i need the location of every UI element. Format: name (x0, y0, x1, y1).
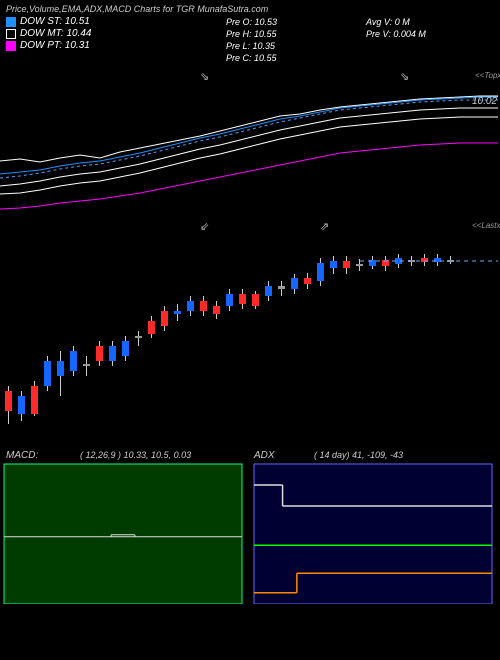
svg-text:ADX: ADX (253, 450, 275, 461)
page-title: Price,Volume,EMA,ADX,MACD Charts for TGR… (6, 4, 494, 14)
swatch-pt (6, 41, 16, 51)
legend-pt: DOW PT: 10.31 (6, 40, 226, 51)
svg-text:<<Lastx: <<Lastx (472, 221, 500, 230)
pre-o: Pre O: 10.53 (226, 16, 366, 28)
ema-chart: ⇘ ⇘ <<Topx 10.02 (0, 66, 500, 216)
price-chart: ⇙ ⇗ <<Lastx (0, 216, 500, 446)
svg-text:⇘: ⇘ (400, 71, 409, 83)
indicator-row: MACD: ( 12,26,9 ) 10.33, 10.5, 0.03 ADX ( 1… (0, 446, 500, 604)
swatch-mt (6, 29, 16, 39)
swatch-st (6, 17, 16, 27)
legend-st-label: DOW ST: 10.51 (20, 16, 90, 27)
svg-text:⇘: ⇘ (200, 71, 209, 83)
pre-c: Pre C: 10.55 (226, 52, 366, 64)
svg-text:10.02: 10.02 (472, 96, 497, 107)
svg-text:⇙: ⇙ (200, 221, 209, 233)
svg-text:MACD:: MACD: (6, 450, 38, 461)
avg-stats: Avg V: 0 M Pre V: 0.004 M (366, 16, 486, 64)
legend-st: DOW ST: 10.51 (6, 16, 226, 27)
pre-v: Pre V: 0.004 M (366, 28, 486, 40)
svg-text:<<Topx: <<Topx (475, 71, 500, 80)
pre-stats: Pre O: 10.53 Pre H: 10.55 Pre L: 10.35 P… (226, 16, 366, 64)
legend-mt-label: DOW MT: 10.44 (20, 28, 92, 39)
pre-l: Pre L: 10.35 (226, 40, 366, 52)
svg-text:( 12,26,9 ) 10.33, 10.5, 0.0: ( 12,26,9 ) 10.33, 10.5, 0.03 (80, 450, 191, 460)
pre-h: Pre H: 10.55 (226, 28, 366, 40)
legend-pt-label: DOW PT: 10.31 (20, 40, 90, 51)
svg-text:( 14 day) 41, -109, -43: ( 14 day) 41, -109, -43 (314, 450, 403, 460)
avg-v: Avg V: 0 M (366, 16, 486, 28)
legend-mt: DOW MT: 10.44 (6, 28, 226, 39)
svg-text:⇗: ⇗ (320, 221, 329, 233)
legend: DOW ST: 10.51 DOW MT: 10.44 DOW PT: 10.3… (6, 16, 226, 64)
